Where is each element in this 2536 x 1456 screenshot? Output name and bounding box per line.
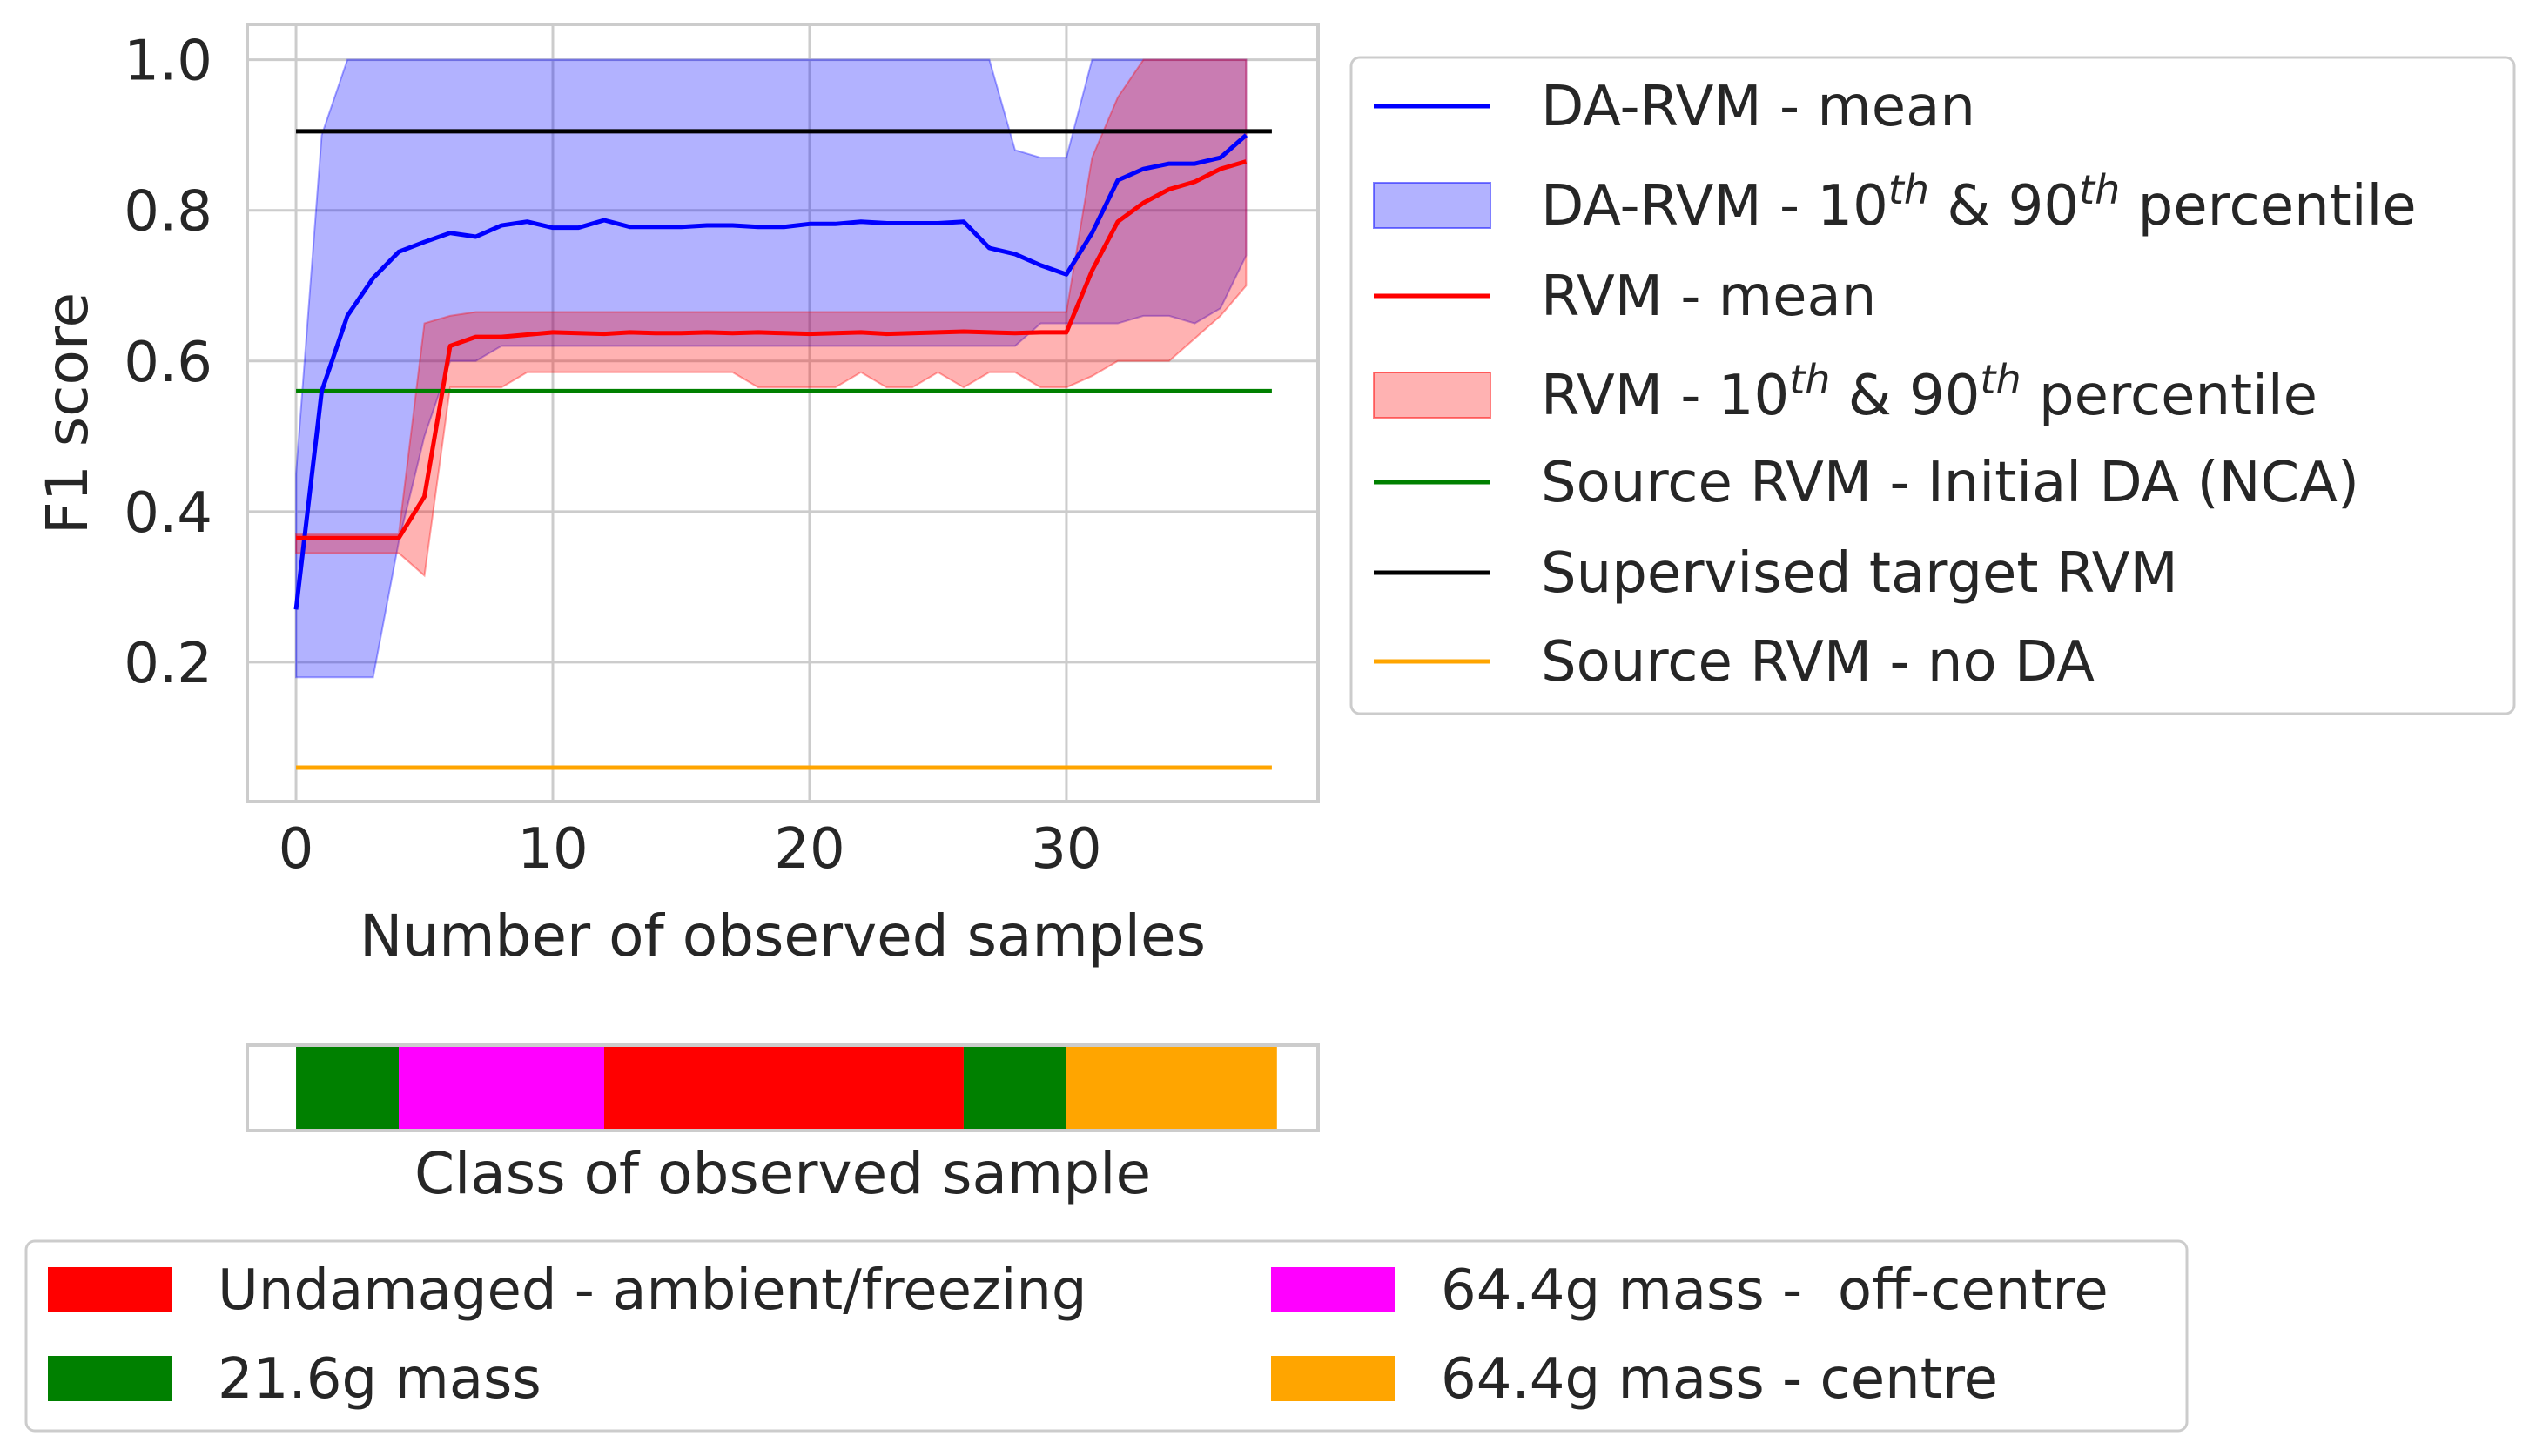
class-legend-label-undamaged: Undamaged - ambient/freezing	[218, 1258, 1087, 1323]
legend-label-source-rvm-no-da: Source RVM - no DA	[1541, 630, 2095, 694]
class-strip: Class of observed sample	[246, 1043, 1320, 1207]
band-da-rvm-10th-90th-percentile	[295, 58, 1248, 679]
class-legend-frame	[24, 1239, 2189, 1433]
series-lines	[293, 129, 1272, 770]
class-legend-swatch-64-4g-off-centre	[1271, 1267, 1395, 1312]
percentile-bands	[295, 58, 1248, 679]
class-strip-frame	[246, 1043, 1320, 1132]
legend-handle-da-rvm-percentile	[1373, 182, 1491, 229]
class-legend-label-64-4g-centre: 64.4g mass - centre	[1441, 1347, 1998, 1412]
strip-segment-4-64-4g-mass-centre	[1066, 1047, 1277, 1129]
y-tick-label-1: 1.0	[124, 30, 212, 94]
x-tick-label-20: 20	[774, 817, 844, 882]
legend-label-supervised-target: Supervised target RVM	[1541, 541, 2178, 606]
series-legend-frame	[1349, 56, 2516, 715]
y-tick-label-0-6: 0.6	[124, 331, 212, 395]
class-strip-label: Class of observed sample	[414, 1140, 1151, 1207]
grid-lines	[247, 24, 1318, 802]
legend-label-da-rvm-percentile: DA-RVM - 10th & 90th percentile	[1541, 166, 2417, 238]
x-tick-labels: 0 10 20 30	[279, 817, 1102, 882]
y-tick-labels: 0.2 0.4 0.6 0.8 1.0	[124, 30, 212, 696]
y-tick-label-0-8: 0.8	[124, 180, 212, 245]
legend-label-da-rvm-mean: DA-RVM - mean	[1541, 75, 1975, 139]
x-tick-label-30: 30	[1031, 817, 1101, 882]
strip-segment-0-21-6g-mass	[296, 1047, 400, 1129]
class-legend-swatch-21-6g	[48, 1356, 172, 1401]
line-rvm-mean	[296, 159, 1248, 540]
band-rvm-10th-90th-percentile	[295, 58, 1248, 578]
plot-frame	[246, 23, 1320, 803]
class-legend-swatch-undamaged	[48, 1267, 172, 1312]
class-legend-label-21-6g: 21.6g mass	[218, 1347, 542, 1412]
strip-segment-1-64-4g-mass-off-centre	[399, 1047, 604, 1129]
y-axis-label: F1 score	[34, 292, 101, 534]
line-da-rvm-mean	[293, 133, 1248, 610]
class-legend-label-64-4g-off-centre: 64.4g mass - off-centre	[1441, 1258, 2109, 1323]
legend-label-source-rvm-nca: Source RVM - Initial DA (NCA)	[1541, 451, 2359, 515]
series-legend: DA-RVM - mean DA-RVM - 10th & 90th perce…	[1349, 56, 2516, 715]
main-plot: 0 10 20 30 0.2 0.4 0.6 0.8 1.0 Number of observ…	[34, 23, 1320, 970]
legend-handle-rvm-percentile	[1373, 372, 1491, 419]
strip-segment-3-21-6g-mass	[963, 1047, 1066, 1129]
legend-label-rvm-percentile: RVM - 10th & 90th percentile	[1541, 356, 2317, 428]
legend-label-rvm-mean: RVM - mean	[1541, 265, 1876, 329]
strip-segment-2-undamaged-ambient-freezing	[604, 1047, 964, 1129]
class-legend-swatch-64-4g-centre	[1271, 1356, 1395, 1401]
x-tick-label-10: 10	[517, 817, 588, 882]
class-strip-segments	[296, 1047, 1277, 1129]
plot-area	[247, 24, 1318, 802]
y-tick-label-0-2: 0.2	[124, 632, 212, 696]
y-tick-label-0-4: 0.4	[124, 481, 212, 546]
x-axis-label: Number of observed samples	[360, 902, 1206, 970]
class-legend: Undamaged - ambient/freezing 21.6g mass …	[24, 1239, 2189, 1433]
x-tick-label-0: 0	[279, 817, 314, 882]
